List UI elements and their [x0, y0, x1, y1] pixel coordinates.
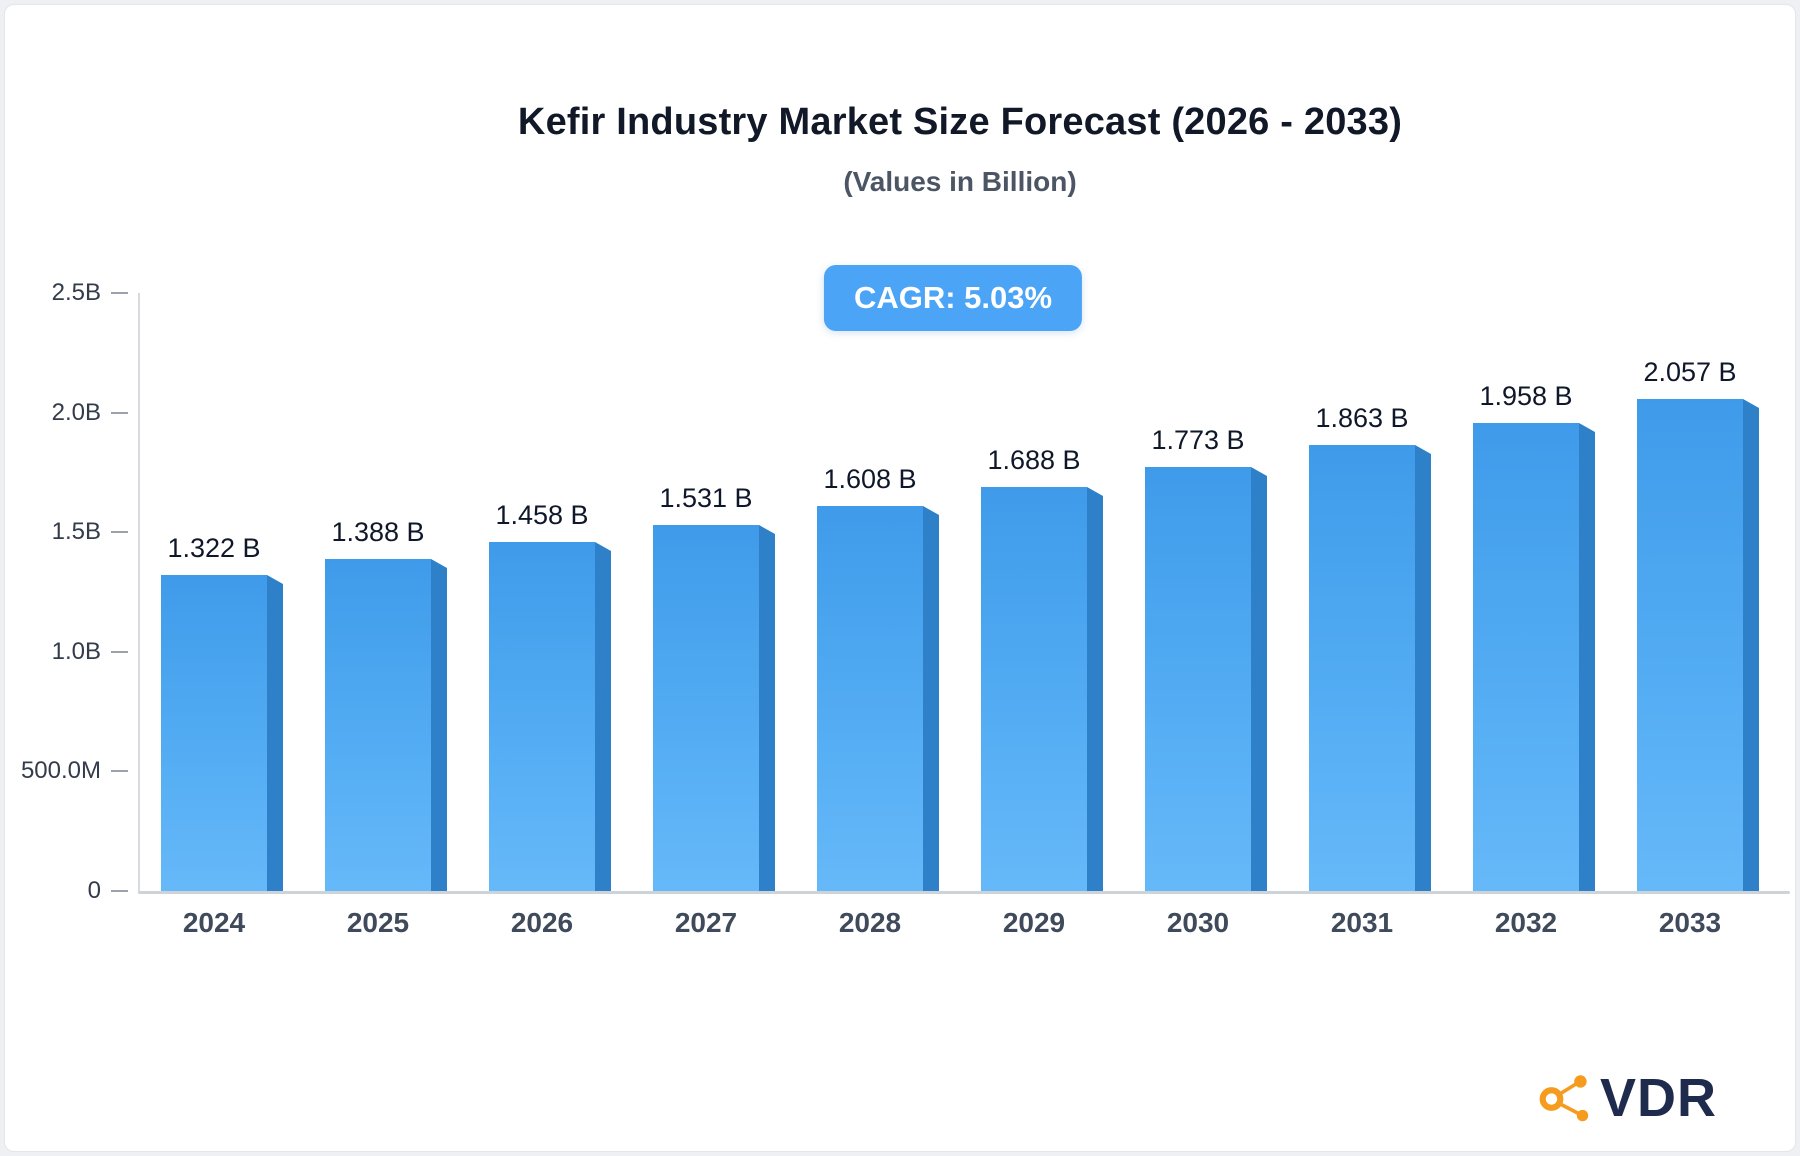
cagr-badge: CAGR: 5.03%: [823, 265, 1083, 331]
bar-value-label: 2.057 B: [1643, 357, 1737, 387]
bar-side-face: [431, 559, 447, 891]
bar-value-label: 1.322 B: [167, 533, 261, 563]
y-axis-tick-label: 0: [87, 877, 101, 904]
bar-value-label: 1.688 B: [987, 445, 1081, 475]
bar: [817, 506, 923, 891]
bar: [1145, 467, 1251, 891]
x-axis-label: 2027: [674, 907, 738, 938]
x-axis-label: 2026: [510, 907, 574, 938]
y-axis-tick-mark: [111, 650, 128, 653]
bar-side-face: [1579, 423, 1595, 891]
brand-logo-text: VDR: [1599, 1068, 1717, 1128]
y-axis-tick-label: 2.0B: [51, 398, 101, 426]
plot-area: 2.5B 2.0B 1.5B 1.0B 500.0M 0 1.322 B 2024 1.388 …: [5, 5, 1795, 1151]
y-axis-tick-mark: [111, 770, 128, 773]
bar-side-face: [267, 575, 283, 891]
x-axis-label: 2024: [182, 907, 246, 938]
x-axis-label: 2032: [1494, 907, 1558, 938]
bar-value-label: 1.388 B: [331, 517, 425, 547]
bar-value-label: 1.608 B: [823, 464, 917, 494]
network-nodes-icon: [1539, 1075, 1589, 1122]
y-axis-tick-label: 2.5B: [51, 279, 101, 306]
bar-value-label: 1.958 B: [1479, 381, 1573, 411]
bar: [1473, 423, 1579, 891]
x-axis-label: 2033: [1658, 907, 1722, 938]
bar-side-face: [1251, 467, 1267, 891]
bar-value-label: 1.531 B: [659, 483, 753, 513]
chart-header: Kefir Industry Market Size Forecast (202…: [140, 101, 1780, 198]
bar-side-face: [1087, 487, 1103, 891]
y-axis-tick-label: 500.0M: [20, 757, 101, 785]
x-axis-label: 2029: [1002, 907, 1066, 938]
bar: [1309, 445, 1415, 891]
bar-value-label: 1.458 B: [495, 500, 589, 530]
bar: [653, 525, 759, 891]
x-axis-line: [138, 891, 1790, 894]
chart-card: Kefir Industry Market Size Forecast (202…: [4, 4, 1796, 1152]
y-axis-tick-mark: [111, 531, 128, 534]
x-axis-label: 2031: [1330, 907, 1394, 938]
chart-subtitle: (Values in Billion): [843, 166, 1077, 197]
y-axis-tick-mark: [111, 292, 128, 294]
x-axis-label: 2030: [1166, 907, 1230, 938]
x-axis-label: 2025: [346, 907, 410, 938]
bar-value-label: 1.863 B: [1315, 403, 1409, 433]
x-axis-label: 2028: [838, 907, 902, 938]
bar-side-face: [923, 506, 939, 891]
y-axis-tick-mark: [111, 890, 128, 892]
brand-logo: VDR: [1536, 1067, 1717, 1129]
bar: [489, 542, 595, 891]
y-axis-tick-label: 1.0B: [51, 637, 101, 665]
bar-value-label: 1.773 B: [1151, 425, 1245, 455]
bar: [325, 559, 431, 891]
bar: [161, 575, 267, 891]
bar: [1637, 399, 1743, 891]
bar-side-face: [595, 542, 611, 891]
chart-title: Kefir Industry Market Size Forecast (202…: [517, 101, 1403, 143]
y-axis-tick-mark: [111, 411, 128, 414]
y-axis-line: [138, 293, 140, 893]
bar: [981, 487, 1087, 891]
bar-side-face: [1743, 399, 1759, 891]
bar-side-face: [759, 525, 775, 891]
y-axis-tick-label: 1.5B: [51, 518, 101, 546]
bar-side-face: [1415, 445, 1431, 891]
